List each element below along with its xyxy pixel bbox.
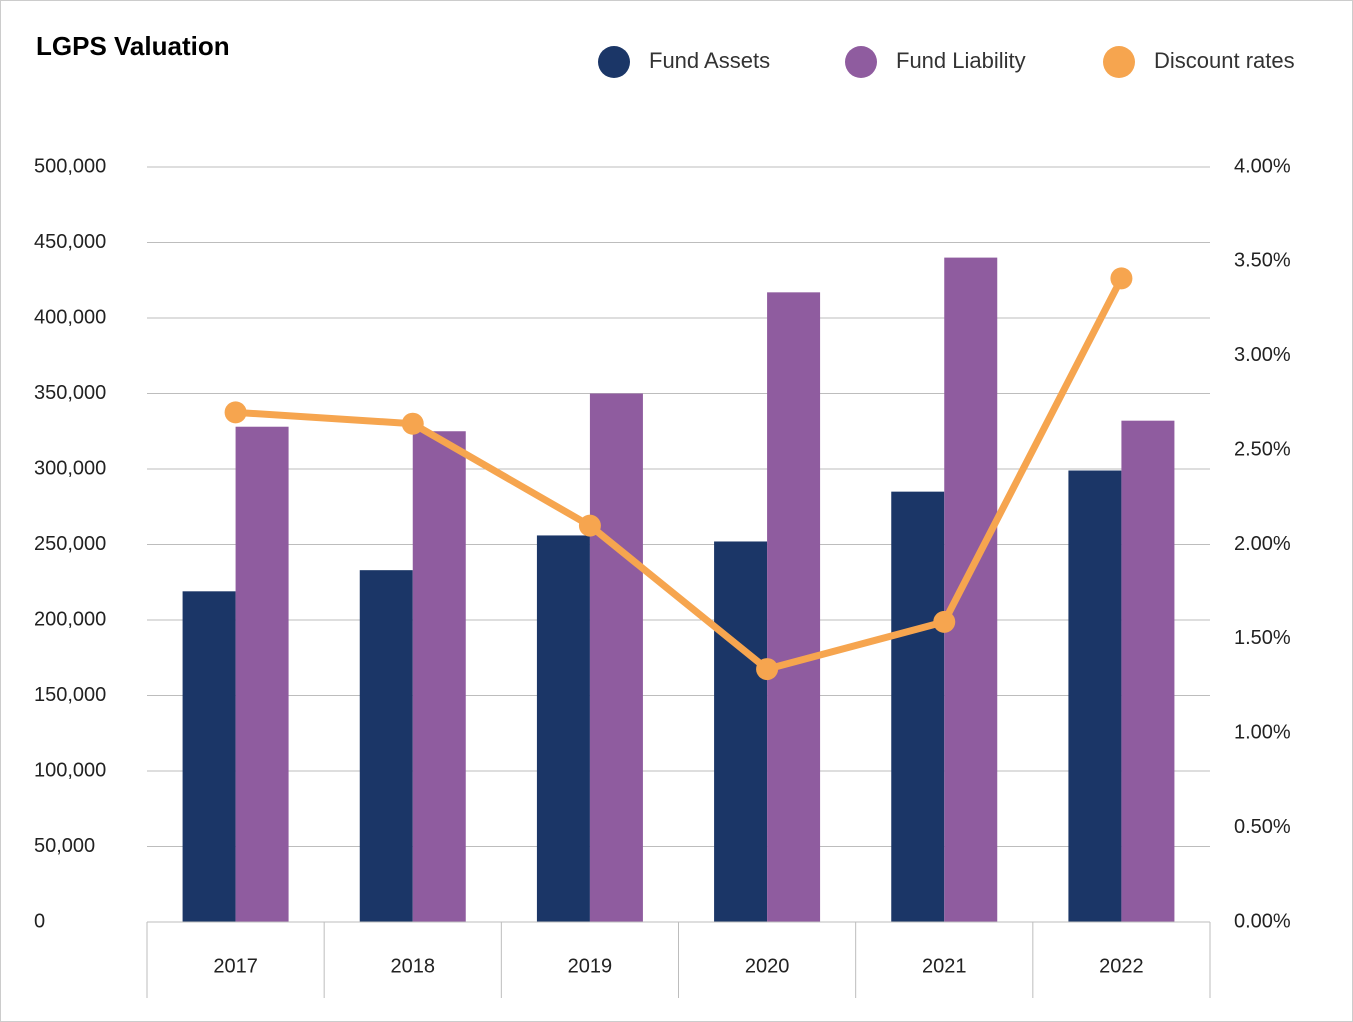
y-tick-label: 50,000 [34,835,95,857]
y-tick-label: 500,000 [34,155,106,177]
bar [412,431,466,922]
y-tick-label: 0 [34,910,45,932]
line [235,276,1125,673]
y2-tick-label: 1.50% [1234,627,1291,649]
line-point [578,514,601,537]
y2-tick-label: 0.00% [1234,910,1291,932]
line-point [224,401,247,424]
bar [536,535,590,922]
legend-label: Fund Assets [649,48,770,73]
y2-tick-label: 0.50% [1234,816,1291,838]
bar [714,541,768,922]
y-tick-label: 100,000 [34,759,106,781]
bar [767,292,821,923]
legend-swatch [598,46,630,78]
bar [235,426,289,922]
bar [589,393,643,922]
x-tick-label: 2021 [922,955,967,977]
bar [359,570,413,922]
bar [1068,470,1122,922]
y-tick-label: 450,000 [34,231,106,253]
y-tick-label: 150,000 [34,684,106,706]
legend-swatch [1103,46,1135,78]
x-tick-label: 2017 [213,955,258,977]
legend-label: Fund Liability [896,48,1026,73]
y2-tick-label: 4.00% [1234,155,1291,177]
line-point [756,658,779,681]
x-tick-label: 2018 [391,955,436,977]
legend-label: Discount rates [1154,48,1295,73]
y-tick-label: 300,000 [34,457,106,479]
bar [891,491,945,922]
bar [944,257,998,923]
y-tick-label: 250,000 [34,533,106,555]
x-tick-label: 2022 [1099,955,1144,977]
line-point [933,610,956,633]
bar [182,591,236,922]
y2-tick-label: 3.00% [1234,344,1291,366]
legend-swatch [845,46,877,78]
y-tick-label: 350,000 [34,382,106,404]
x-tick-label: 2020 [745,955,790,977]
line-point [1110,267,1133,290]
chart-title: LGPS Valuation [36,31,230,61]
y2-tick-label: 3.50% [1234,250,1291,272]
y2-tick-label: 2.00% [1234,533,1291,555]
line-point [401,412,424,435]
y-tick-label: 400,000 [34,306,106,328]
y2-tick-label: 1.00% [1234,722,1291,744]
x-tick-label: 2019 [568,955,613,977]
y2-tick-label: 2.50% [1234,438,1291,460]
bar [1121,420,1175,922]
y-tick-label: 200,000 [34,608,106,630]
